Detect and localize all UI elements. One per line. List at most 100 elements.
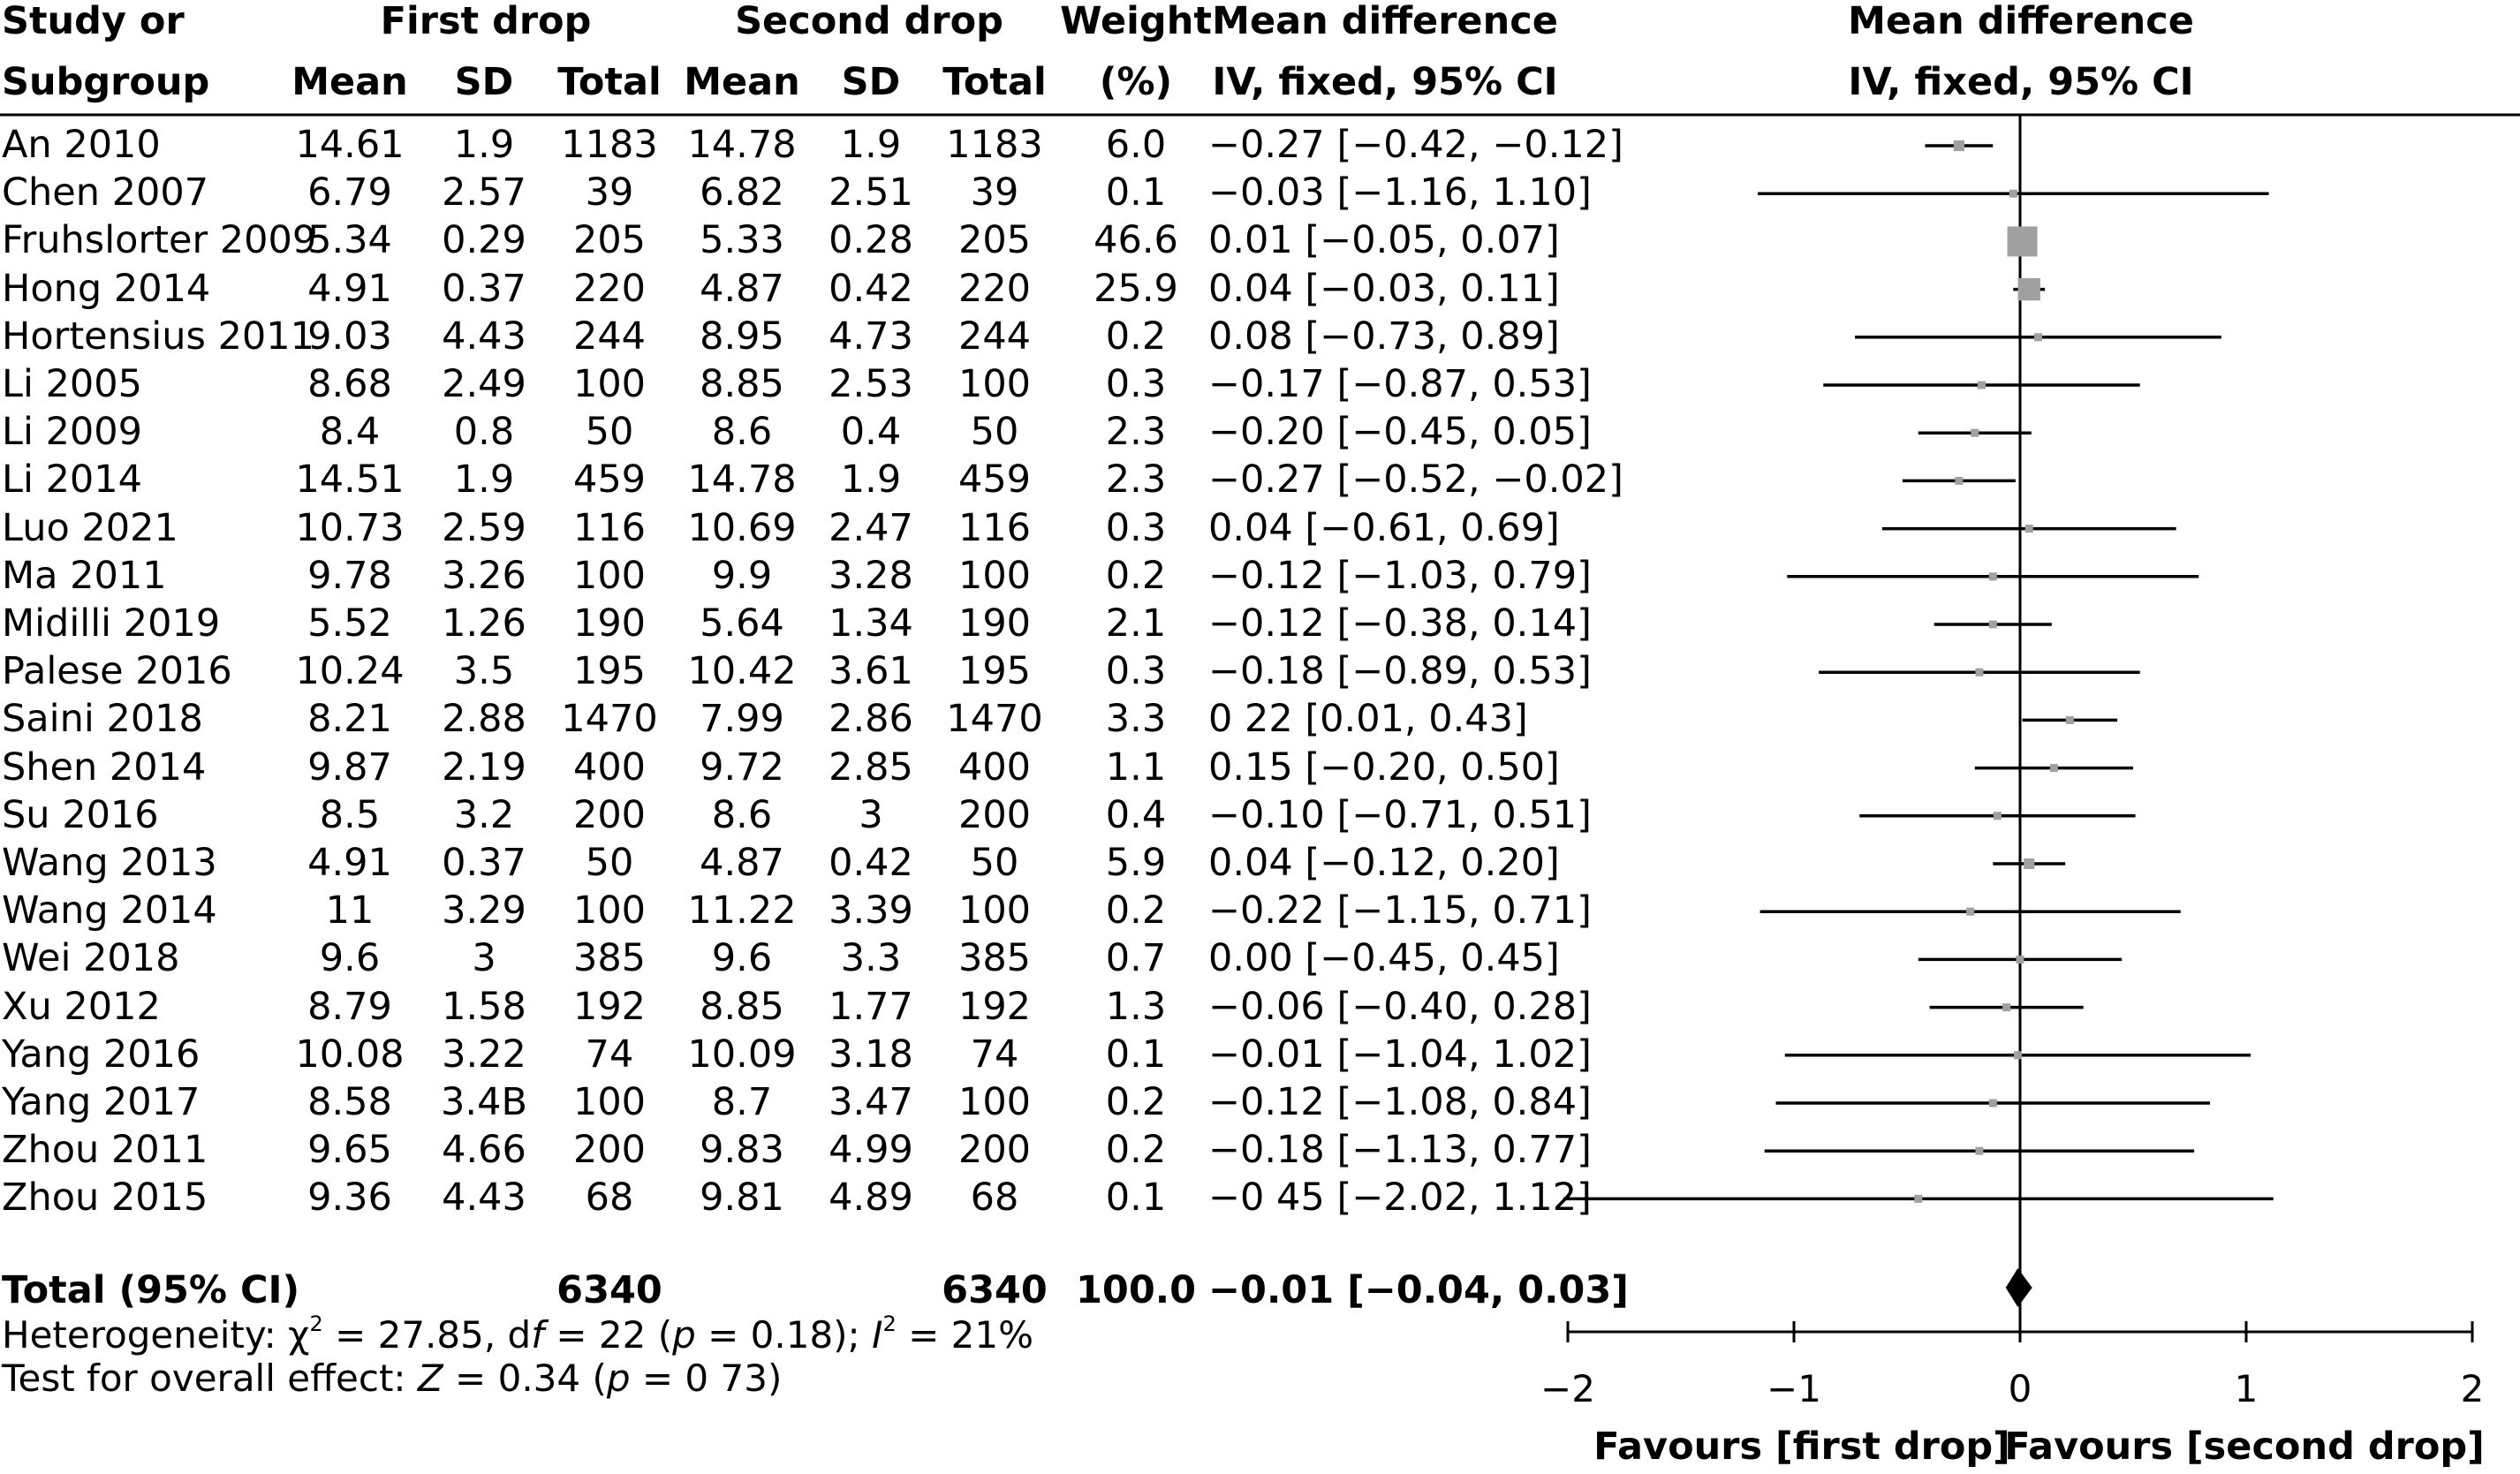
study-name: Midilli 2019	[2, 601, 221, 646]
total-second: 195	[957, 649, 1032, 694]
header-mean-first: Mean	[291, 60, 408, 104]
header-study-2: Subgroup	[2, 60, 210, 104]
mean-first: 11	[325, 888, 375, 934]
total-second: 39	[970, 170, 1019, 215]
weight: 0.7	[1105, 936, 1167, 981]
ci-text: −0.18 [−0.89, 0.53]	[1208, 649, 1592, 694]
study-name: Li 2009	[2, 410, 143, 455]
header-sd-second: SD	[841, 60, 901, 104]
study-name: Palese 2016	[2, 649, 232, 694]
total-first: 205	[572, 218, 647, 263]
sd-first: 3.4B	[441, 1080, 527, 1124]
ci-text: −0.10 [−0.71, 0.51]	[1208, 792, 1592, 837]
study-name: Saini 2018	[2, 697, 203, 742]
study-name: Wei 2018	[2, 936, 180, 981]
study-square	[1953, 140, 1964, 152]
study-square	[2065, 715, 2074, 724]
study-square	[2002, 1003, 2011, 1012]
total-second: 220	[957, 266, 1032, 311]
study-square	[2013, 1051, 2022, 1060]
weight: 0.1	[1105, 1175, 1167, 1221]
overall-effect-note: Test for overall effect: Z = 0.34 (p = 0…	[2, 1360, 782, 1397]
oe-z-value: = 0.34 (	[443, 1357, 607, 1400]
total-first: 400	[572, 745, 647, 790]
het-i-value: = 21%	[896, 1313, 1033, 1357]
study-square	[1993, 812, 2002, 820]
ci-text: 0.04 [−0.03, 0.11]	[1208, 266, 1560, 311]
weight: 1.3	[1105, 984, 1167, 1029]
sd-first: 0.37	[442, 841, 526, 885]
weight: 1.1	[1105, 745, 1167, 790]
total-first: 50	[585, 841, 634, 885]
sd-second: 0.42	[829, 266, 913, 311]
sd-second: 1.9	[840, 123, 902, 167]
weight: 25.9	[1094, 266, 1178, 311]
total-first: 459	[572, 457, 647, 503]
study-square	[2024, 525, 2033, 533]
oe-p: p	[606, 1357, 631, 1400]
sd-first: 1.26	[442, 601, 526, 646]
header-weight-1: Weight	[1060, 0, 1212, 43]
mean-second: 8.85	[700, 362, 784, 406]
ci-text: 0.04 [−0.12, 0.20]	[1208, 841, 1560, 885]
sd-second: 3	[859, 792, 883, 837]
total-second: 100	[957, 1080, 1032, 1124]
mean-second: 8.6	[711, 410, 773, 455]
total-first: 220	[572, 266, 647, 311]
total-first: 200	[572, 792, 647, 837]
total-second: 50	[970, 410, 1019, 455]
study-square	[2033, 333, 2042, 342]
study-square	[2007, 226, 2038, 257]
oe-prefix: Test for overall effect:	[2, 1357, 418, 1400]
mean-first: 5.34	[307, 218, 392, 263]
total-first: 100	[572, 553, 647, 598]
het-prefix: Heterogeneity: χ	[2, 1313, 310, 1357]
header-weight-2: (%)	[1099, 60, 1173, 104]
sd-first: 1.9	[453, 457, 515, 503]
sd-first: 3.5	[453, 649, 515, 694]
weight: 0.3	[1105, 505, 1167, 550]
mean-second: 6.82	[700, 170, 784, 215]
ci-text: −0.22 [−1.15, 0.71]	[1208, 888, 1592, 934]
study-name: Li 2014	[2, 457, 143, 503]
total-first: 385	[572, 936, 647, 981]
het-i-sup: 2	[882, 1311, 897, 1336]
weight: 5.9	[1105, 841, 1167, 885]
sd-first: 3.22	[442, 1032, 526, 1077]
study-name: Wang 2013	[2, 841, 217, 885]
sd-second: 2.47	[829, 505, 913, 550]
favours-second-label: Favours [second drop]	[2004, 1425, 2485, 1469]
header-first-drop: First drop	[380, 0, 592, 43]
study-name: Fruhslorter 2009	[2, 218, 317, 263]
study-name: Zhou 2015	[2, 1175, 208, 1221]
ci-text: −0.18 [−1.13, 0.77]	[1208, 1128, 1592, 1173]
header-total-first: Total	[557, 60, 662, 104]
study-square	[2049, 764, 2058, 773]
study-square	[2024, 858, 2035, 870]
sd-first: 2.59	[442, 505, 526, 550]
total-first: 195	[572, 649, 647, 694]
study-square	[1975, 668, 1984, 677]
sd-first: 1.9	[453, 123, 515, 167]
mean-second: 9.9	[711, 553, 773, 598]
sd-first: 4.66	[442, 1128, 526, 1173]
mean-first: 8.58	[307, 1080, 392, 1124]
sd-first: 3.29	[442, 888, 526, 934]
mean-first: 10.24	[295, 649, 405, 694]
sd-second: 3.47	[829, 1080, 913, 1124]
total-first: 244	[572, 314, 647, 359]
total-first: 200	[572, 1128, 647, 1173]
total-second: 74	[970, 1032, 1019, 1077]
ci-text: −0.20 [−0.45, 0.05]	[1208, 410, 1592, 455]
study-square	[1955, 476, 1964, 485]
total-first: 1470	[561, 697, 658, 742]
total-second: 205	[957, 218, 1032, 263]
mean-first: 4.91	[307, 841, 392, 885]
mean-first: 8.5	[319, 792, 381, 837]
weight: 0.2	[1105, 553, 1167, 598]
mean-second: 10.69	[687, 505, 797, 550]
sd-second: 4.89	[829, 1175, 913, 1221]
sd-second: 4.99	[829, 1128, 913, 1173]
mean-first: 9.03	[307, 314, 392, 359]
